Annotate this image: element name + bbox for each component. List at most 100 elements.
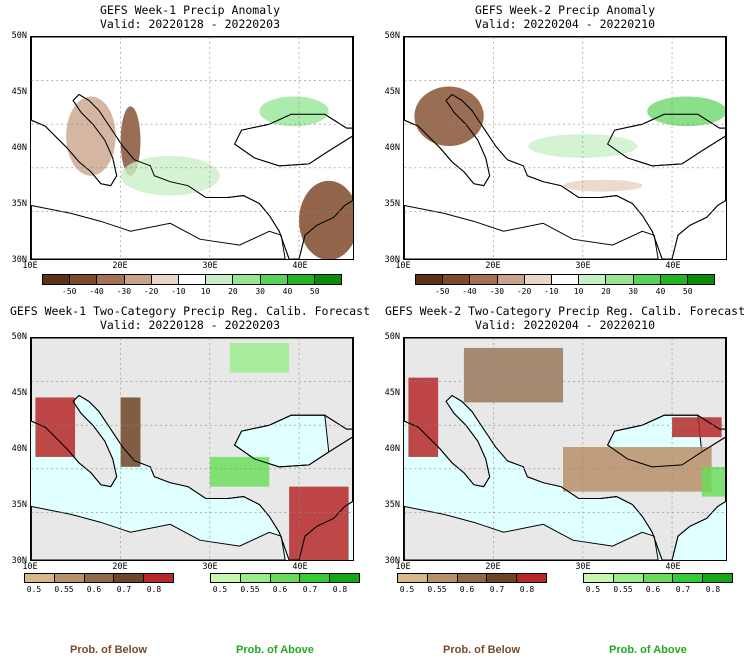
colorbar-label: 0.5 xyxy=(26,585,42,594)
lat-label: 40N xyxy=(11,444,27,454)
map-area xyxy=(403,36,727,260)
colorbar-swatch xyxy=(206,275,234,284)
lat-label: 30N xyxy=(384,255,400,265)
lon-label: 10E xyxy=(395,261,411,271)
colorbar-label: 0.55 xyxy=(613,585,633,594)
lat-label: 35N xyxy=(11,199,27,209)
colorbar-swatch xyxy=(211,574,241,582)
colorbar-swatch xyxy=(524,275,552,284)
panel-valid-dates: Valid: 20220128 - 20220203 xyxy=(99,318,280,332)
colorbar-swatch xyxy=(427,574,458,582)
colorbar-label: 30 xyxy=(255,287,265,296)
lon-label: 20E xyxy=(112,261,128,271)
colorbar-label: 0.6 xyxy=(272,585,288,594)
colorbar-swatch xyxy=(178,275,207,284)
lon-label: 30E xyxy=(202,261,218,271)
lon-label: 40E xyxy=(292,562,308,572)
lat-label: 45N xyxy=(384,388,400,398)
colorbar-swatch xyxy=(240,574,271,582)
map-area xyxy=(30,36,354,260)
colorbar-swatch xyxy=(270,574,301,582)
colorbar-label: 20 xyxy=(228,287,238,296)
colorbar-swatch xyxy=(84,574,115,582)
prob-above-label-left: Prob. of Above xyxy=(236,644,314,656)
colorbar-label: 0.7 xyxy=(675,585,691,594)
colorbar-label: 0.8 xyxy=(705,585,721,594)
colorbar-label: 50 xyxy=(682,287,693,296)
panel-title: GEFS Week-1 Two-Category Precip Reg. Cal… xyxy=(9,304,371,318)
colorbar-label: 0.7 xyxy=(116,585,132,594)
lon-label: 40E xyxy=(292,261,308,271)
colorbar-label: 0.5 xyxy=(212,585,228,594)
colorbar-swatch xyxy=(613,574,644,582)
lat-label: 35N xyxy=(11,500,27,510)
prob-below-label-left: Prob. of Below xyxy=(70,644,147,656)
colorbar-swatch xyxy=(416,275,444,284)
colorbar-label: -50 xyxy=(435,287,450,296)
colorbar-swatch xyxy=(551,275,580,284)
colorbar-label: 0.5 xyxy=(585,585,601,594)
colorbar-swatch xyxy=(606,275,634,284)
lat-label: 30N xyxy=(11,556,27,566)
colorbar-swatch xyxy=(300,574,331,582)
anomaly-colorbar xyxy=(42,274,342,285)
panel-valid-dates: Valid: 20220128 - 20220203 xyxy=(99,17,280,31)
lon-label: 10E xyxy=(22,562,38,572)
below-colorbar xyxy=(397,573,547,583)
colorbar-label: 0.5 xyxy=(399,585,415,594)
lon-label: 40E xyxy=(665,562,681,572)
lat-label: 30N xyxy=(384,556,400,566)
lat-label: 35N xyxy=(384,500,400,510)
colorbar-label: 0.55 xyxy=(427,585,447,594)
colorbar-label: 0.55 xyxy=(54,585,74,594)
panel-valid-dates: Valid: 20220204 - 20220210 xyxy=(474,318,655,332)
colorbar-swatch xyxy=(233,275,261,284)
lat-label: 45N xyxy=(11,87,27,97)
colorbar-swatch xyxy=(443,275,471,284)
colorbar-label: 0.8 xyxy=(519,585,535,594)
lat-label: 50N xyxy=(11,332,27,342)
colorbar-swatch xyxy=(633,275,661,284)
colorbar-swatch xyxy=(114,574,145,582)
colorbar-label: -40 xyxy=(89,287,104,296)
map-area xyxy=(403,337,727,561)
colorbar-label: 0.7 xyxy=(489,585,505,594)
colorbar-swatch xyxy=(497,275,525,284)
colorbar-swatch xyxy=(457,574,488,582)
colorbar-swatch xyxy=(330,574,359,582)
colorbar-label: 0.8 xyxy=(146,585,162,594)
lon-label: 40E xyxy=(665,261,681,271)
colorbar-swatch xyxy=(687,275,715,284)
prob-above-label-right: Prob. of Above xyxy=(609,644,687,656)
lon-label: 30E xyxy=(575,562,591,572)
colorbar-swatch xyxy=(517,574,546,582)
colorbar-swatch xyxy=(660,275,688,284)
lat-label: 45N xyxy=(384,87,400,97)
colorbar-swatch xyxy=(579,275,607,284)
above-colorbar xyxy=(583,573,733,583)
colorbar-label: 10 xyxy=(573,287,584,296)
panel-valid-dates: Valid: 20220204 - 20220210 xyxy=(474,17,655,31)
lat-label: 50N xyxy=(384,31,400,41)
colorbar-label: 0.6 xyxy=(645,585,661,594)
anomaly-colorbar xyxy=(415,274,715,285)
colorbar-swatch xyxy=(260,275,288,284)
below-colorbar xyxy=(24,573,174,583)
colorbar-swatch xyxy=(151,275,179,284)
colorbar-swatch xyxy=(703,574,732,582)
colorbar-swatch xyxy=(643,574,674,582)
colorbar-label: -40 xyxy=(462,287,477,296)
colorbar-label: -50 xyxy=(62,287,77,296)
panel-title: GEFS Week-2 Precip Anomaly xyxy=(474,3,655,17)
lon-label: 30E xyxy=(575,261,591,271)
colorbar-swatch xyxy=(70,275,98,284)
lon-label: 20E xyxy=(485,562,501,572)
colorbar-label: -10 xyxy=(171,287,186,296)
colorbar-label: 30 xyxy=(628,287,638,296)
colorbar-label: 40 xyxy=(655,287,666,296)
panel-title: GEFS Week-1 Precip Anomaly xyxy=(99,3,280,17)
colorbar-label: 0.6 xyxy=(459,585,475,594)
colorbar-label: 20 xyxy=(601,287,611,296)
colorbar-swatch xyxy=(25,574,55,582)
lat-label: 50N xyxy=(384,332,400,342)
